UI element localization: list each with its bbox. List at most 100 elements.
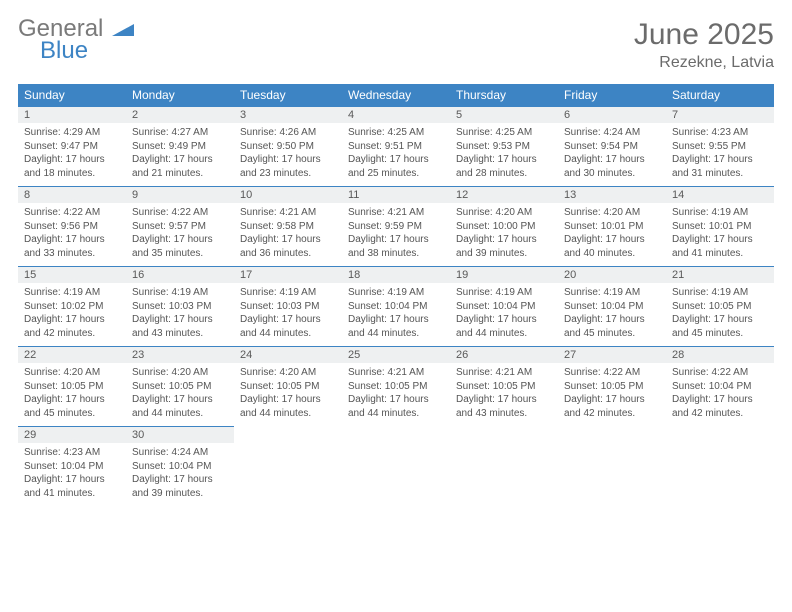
day-number: 1 — [18, 107, 126, 123]
day-body: Sunrise: 4:19 AMSunset: 10:04 PMDaylight… — [342, 283, 450, 346]
day-day2-line: and 44 minutes. — [240, 327, 336, 341]
day-body: Sunrise: 4:19 AMSunset: 10:02 PMDaylight… — [18, 283, 126, 346]
day-day1-line: Daylight: 17 hours — [672, 233, 768, 247]
day-body: Sunrise: 4:19 AMSunset: 10:05 PMDaylight… — [666, 283, 774, 346]
day-number: 27 — [558, 347, 666, 363]
day-body: Sunrise: 4:19 AMSunset: 10:01 PMDaylight… — [666, 203, 774, 266]
triangle-icon — [112, 18, 134, 40]
day-day1-line: Daylight: 17 hours — [348, 393, 444, 407]
day-header-row: Sunday Monday Tuesday Wednesday Thursday… — [18, 84, 774, 107]
month-title: June 2025 — [634, 18, 774, 52]
calendar-day-cell: 1Sunrise: 4:29 AMSunset: 9:47 PMDaylight… — [18, 107, 126, 187]
day-sunset-line: Sunset: 10:04 PM — [564, 300, 660, 314]
day-header: Monday — [126, 84, 234, 107]
day-number: 17 — [234, 267, 342, 283]
calendar-day-cell: 17Sunrise: 4:19 AMSunset: 10:03 PMDaylig… — [234, 267, 342, 347]
day-body: Sunrise: 4:25 AMSunset: 9:51 PMDaylight:… — [342, 123, 450, 186]
day-sunset-line: Sunset: 9:50 PM — [240, 140, 336, 154]
day-sunset-line: Sunset: 10:04 PM — [456, 300, 552, 314]
day-number: 22 — [18, 347, 126, 363]
day-day1-line: Daylight: 17 hours — [564, 153, 660, 167]
day-sunrise-line: Sunrise: 4:23 AM — [24, 446, 120, 460]
day-body: Sunrise: 4:21 AMSunset: 10:05 PMDaylight… — [342, 363, 450, 426]
day-body: Sunrise: 4:25 AMSunset: 9:53 PMDaylight:… — [450, 123, 558, 186]
day-body: Sunrise: 4:23 AMSunset: 9:55 PMDaylight:… — [666, 123, 774, 186]
calendar-day-cell: 28Sunrise: 4:22 AMSunset: 10:04 PMDaylig… — [666, 347, 774, 427]
day-sunrise-line: Sunrise: 4:24 AM — [132, 446, 228, 460]
day-sunset-line: Sunset: 10:03 PM — [240, 300, 336, 314]
day-number: 18 — [342, 267, 450, 283]
day-number: 2 — [126, 107, 234, 123]
day-sunset-line: Sunset: 10:01 PM — [672, 220, 768, 234]
calendar-day-cell: 15Sunrise: 4:19 AMSunset: 10:02 PMDaylig… — [18, 267, 126, 347]
calendar-day-cell: 19Sunrise: 4:19 AMSunset: 10:04 PMDaylig… — [450, 267, 558, 347]
day-header: Tuesday — [234, 84, 342, 107]
day-number: 20 — [558, 267, 666, 283]
calendar-day-cell: 26Sunrise: 4:21 AMSunset: 10:05 PMDaylig… — [450, 347, 558, 427]
day-day2-line: and 25 minutes. — [348, 167, 444, 181]
calendar-day-cell: 5Sunrise: 4:25 AMSunset: 9:53 PMDaylight… — [450, 107, 558, 187]
day-body: Sunrise: 4:20 AMSunset: 10:05 PMDaylight… — [18, 363, 126, 426]
calendar-week-row: 29Sunrise: 4:23 AMSunset: 10:04 PMDaylig… — [18, 427, 774, 507]
day-sunrise-line: Sunrise: 4:19 AM — [564, 286, 660, 300]
day-sunrise-line: Sunrise: 4:19 AM — [348, 286, 444, 300]
day-day1-line: Daylight: 17 hours — [456, 233, 552, 247]
day-number: 14 — [666, 187, 774, 203]
day-number: 9 — [126, 187, 234, 203]
day-sunset-line: Sunset: 9:57 PM — [132, 220, 228, 234]
calendar-day-cell: 23Sunrise: 4:20 AMSunset: 10:05 PMDaylig… — [126, 347, 234, 427]
day-day1-line: Daylight: 17 hours — [672, 153, 768, 167]
calendar-day-cell: 25Sunrise: 4:21 AMSunset: 10:05 PMDaylig… — [342, 347, 450, 427]
brand-text: General Blue — [18, 18, 134, 61]
day-day2-line: and 39 minutes. — [132, 487, 228, 501]
calendar-day-cell: 10Sunrise: 4:21 AMSunset: 9:58 PMDayligh… — [234, 187, 342, 267]
day-body: Sunrise: 4:22 AMSunset: 9:56 PMDaylight:… — [18, 203, 126, 266]
day-sunrise-line: Sunrise: 4:22 AM — [672, 366, 768, 380]
day-day2-line: and 31 minutes. — [672, 167, 768, 181]
day-number: 28 — [666, 347, 774, 363]
day-day2-line: and 44 minutes. — [348, 407, 444, 421]
calendar-week-row: 22Sunrise: 4:20 AMSunset: 10:05 PMDaylig… — [18, 347, 774, 427]
day-sunrise-line: Sunrise: 4:24 AM — [564, 126, 660, 140]
day-day1-line: Daylight: 17 hours — [132, 153, 228, 167]
day-sunrise-line: Sunrise: 4:21 AM — [348, 366, 444, 380]
day-body: Sunrise: 4:20 AMSunset: 10:00 PMDaylight… — [450, 203, 558, 266]
calendar-day-cell: 9Sunrise: 4:22 AMSunset: 9:57 PMDaylight… — [126, 187, 234, 267]
day-sunset-line: Sunset: 9:54 PM — [564, 140, 660, 154]
day-number: 13 — [558, 187, 666, 203]
day-header: Friday — [558, 84, 666, 107]
day-sunrise-line: Sunrise: 4:25 AM — [348, 126, 444, 140]
day-number: 16 — [126, 267, 234, 283]
day-day2-line: and 40 minutes. — [564, 247, 660, 261]
day-sunset-line: Sunset: 10:05 PM — [132, 380, 228, 394]
day-day2-line: and 38 minutes. — [348, 247, 444, 261]
day-day2-line: and 44 minutes. — [132, 407, 228, 421]
day-sunset-line: Sunset: 10:05 PM — [564, 380, 660, 394]
day-sunrise-line: Sunrise: 4:21 AM — [240, 206, 336, 220]
day-day1-line: Daylight: 17 hours — [348, 233, 444, 247]
day-sunrise-line: Sunrise: 4:26 AM — [240, 126, 336, 140]
calendar-day-cell: 2Sunrise: 4:27 AMSunset: 9:49 PMDaylight… — [126, 107, 234, 187]
day-number: 19 — [450, 267, 558, 283]
page-header: General Blue June 2025 Rezekne, Latvia — [18, 18, 774, 72]
day-sunset-line: Sunset: 10:04 PM — [132, 460, 228, 474]
day-body: Sunrise: 4:22 AMSunset: 10:05 PMDaylight… — [558, 363, 666, 426]
day-body: Sunrise: 4:21 AMSunset: 9:59 PMDaylight:… — [342, 203, 450, 266]
day-day1-line: Daylight: 17 hours — [132, 233, 228, 247]
calendar-day-cell: 24Sunrise: 4:20 AMSunset: 10:05 PMDaylig… — [234, 347, 342, 427]
day-body: Sunrise: 4:20 AMSunset: 10:05 PMDaylight… — [234, 363, 342, 426]
day-sunset-line: Sunset: 10:04 PM — [24, 460, 120, 474]
day-day2-line: and 45 minutes. — [672, 327, 768, 341]
day-body: Sunrise: 4:24 AMSunset: 10:04 PMDaylight… — [126, 443, 234, 506]
day-day1-line: Daylight: 17 hours — [456, 153, 552, 167]
day-number: 23 — [126, 347, 234, 363]
day-sunrise-line: Sunrise: 4:19 AM — [672, 286, 768, 300]
calendar-day-cell: 27Sunrise: 4:22 AMSunset: 10:05 PMDaylig… — [558, 347, 666, 427]
calendar-day-cell: 29Sunrise: 4:23 AMSunset: 10:04 PMDaylig… — [18, 427, 126, 507]
calendar-day-cell — [666, 427, 774, 507]
day-day1-line: Daylight: 17 hours — [24, 393, 120, 407]
day-day2-line: and 42 minutes. — [24, 327, 120, 341]
day-sunrise-line: Sunrise: 4:20 AM — [456, 206, 552, 220]
day-sunrise-line: Sunrise: 4:25 AM — [456, 126, 552, 140]
day-sunrise-line: Sunrise: 4:22 AM — [24, 206, 120, 220]
